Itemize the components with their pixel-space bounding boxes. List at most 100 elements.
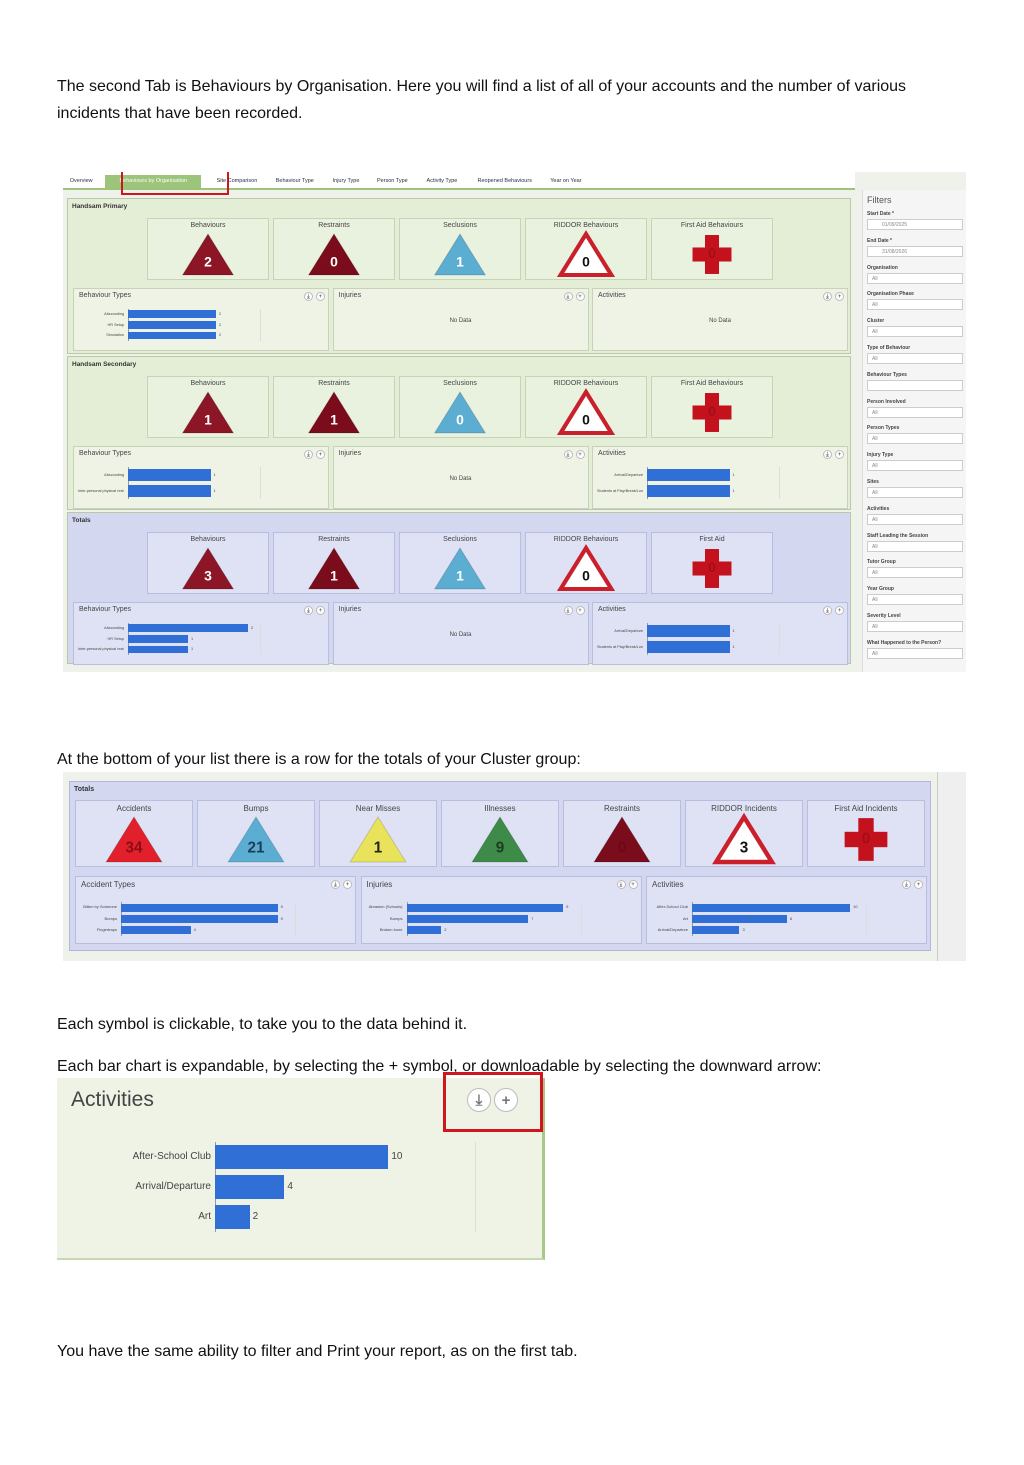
download-icon[interactable]: ⤓: [616, 880, 626, 889]
filter-input[interactable]: All: [867, 460, 963, 472]
tile[interactable]: Illnesses 9: [441, 800, 559, 867]
tile-value: 0: [582, 411, 590, 427]
download-icon[interactable]: ⤓: [823, 606, 832, 615]
filter-value: All: [872, 570, 878, 577]
tile[interactable]: Seclusions 0: [399, 376, 521, 438]
tile[interactable]: Behaviours 3: [147, 532, 269, 594]
tab[interactable]: Year on Year: [550, 178, 582, 184]
tile[interactable]: Restraints 0: [563, 800, 681, 867]
panel-title: Accident Types: [81, 880, 136, 889]
filter-label: Start Date *: [867, 211, 894, 217]
expand-icon[interactable]: +: [835, 450, 844, 459]
tile-value: 3: [204, 567, 212, 583]
tab[interactable]: Activity Type: [426, 178, 458, 184]
tile-label: Behaviours: [190, 380, 226, 387]
bar: [692, 914, 787, 924]
tile[interactable]: Seclusions 1: [399, 218, 521, 280]
tile[interactable]: Behaviours 1: [147, 376, 269, 438]
filter-input[interactable]: All: [867, 406, 963, 418]
filter-input[interactable]: All: [867, 594, 963, 606]
filter-input[interactable]: All: [867, 647, 963, 659]
filter-input[interactable]: [867, 379, 963, 391]
download-icon[interactable]: ⤓: [304, 450, 313, 459]
tab[interactable]: Reopened Behaviours: [477, 178, 532, 184]
download-icon[interactable]: ⤓: [304, 606, 313, 615]
tile[interactable]: Near Misses 1: [319, 800, 437, 867]
tile[interactable]: First Aid Behaviours 0: [651, 218, 773, 280]
tile-symbol: 1: [433, 233, 487, 276]
filter-input[interactable]: All: [867, 513, 963, 525]
cross: [844, 831, 888, 848]
download-icon[interactable]: ⤓: [902, 880, 911, 889]
filter-input[interactable]: All: [867, 299, 963, 311]
download-icon[interactable]: ⤓: [331, 880, 340, 889]
download-icon[interactable]: ⤓: [563, 606, 573, 615]
filter-input[interactable]: 31/08/2026: [867, 245, 963, 257]
tile[interactable]: Bumps 21: [197, 800, 315, 867]
bar-value: 9: [280, 915, 283, 921]
tile[interactable]: First Aid Incidents 0: [807, 800, 925, 867]
filter-input[interactable]: All: [867, 272, 963, 284]
tile[interactable]: RIDDOR Incidents 3: [685, 800, 803, 867]
expand-icon[interactable]: +: [914, 880, 923, 889]
triangle-outline: [556, 388, 616, 436]
bar-label: Bumps: [390, 916, 403, 921]
filter-input[interactable]: All: [867, 326, 963, 338]
filter-input[interactable]: All: [867, 353, 963, 364]
expand-icon[interactable]: +: [835, 606, 844, 615]
tile[interactable]: Accidents 34: [75, 800, 193, 867]
expand-icon[interactable]: +: [575, 292, 585, 301]
tile-value: 0: [708, 559, 716, 575]
bar: [647, 625, 730, 637]
tile[interactable]: Restraints 1: [273, 532, 395, 594]
bar-value: 1: [213, 488, 216, 493]
tile[interactable]: Behaviours 2: [147, 218, 269, 280]
expand-icon[interactable]: +: [835, 292, 844, 301]
chart-panel: Behaviour Types ⤓ + Absconding 1 Inter-person…: [73, 446, 329, 509]
tile-symbol: 21: [227, 816, 285, 863]
tile[interactable]: Seclusions 1: [399, 532, 521, 594]
tile[interactable]: Restraints 0: [273, 218, 395, 280]
filter-input[interactable]: All: [867, 567, 963, 579]
expand-icon[interactable]: +: [316, 292, 325, 301]
filter-input[interactable]: 01/09/2025: [867, 219, 963, 230]
tab[interactable]: Behaviours by Organisation: [105, 175, 202, 188]
tab[interactable]: Overview: [69, 178, 93, 184]
expand-icon[interactable]: +: [628, 880, 638, 889]
tile[interactable]: First Aid 0: [651, 532, 773, 594]
tile-symbol: 0: [556, 230, 616, 278]
section: Handsam Primary Behaviours 2 Restraints 0 Sec…: [67, 198, 851, 354]
tab[interactable]: Behaviour Type: [275, 178, 314, 184]
download-icon[interactable]: ⤓: [823, 292, 832, 301]
download-icon[interactable]: ⤓: [563, 292, 573, 301]
tab[interactable]: Site Comparison: [216, 178, 258, 184]
tile[interactable]: First Aid Behaviours 0: [651, 376, 773, 438]
download-icon[interactable]: ⤓: [563, 450, 573, 459]
chart-panel: Injuries ⤓ + Abrasion (Schools) 9 Bumps 7 Broke…: [360, 876, 642, 944]
expand-icon[interactable]: +: [575, 606, 585, 615]
tile[interactable]: Restraints 1: [273, 376, 395, 438]
expand-icon[interactable]: +: [343, 880, 352, 889]
filter-input[interactable]: All: [867, 487, 963, 498]
tile[interactable]: RIDDOR Behaviours 0: [525, 532, 647, 594]
bar: [121, 926, 191, 935]
expand-icon[interactable]: +: [494, 1088, 518, 1112]
bar: [647, 469, 730, 481]
download-icon[interactable]: ⤓: [467, 1088, 491, 1112]
filter-input[interactable]: All: [867, 621, 963, 632]
triangle: [181, 233, 235, 276]
tile[interactable]: RIDDOR Behaviours 0: [525, 376, 647, 438]
panel-title: Behaviour Types: [79, 606, 132, 613]
bar-label: Arrival/Departure: [135, 1181, 211, 1192]
filter-input[interactable]: All: [867, 433, 963, 445]
expand-icon[interactable]: +: [575, 450, 585, 459]
filter-input[interactable]: All: [867, 540, 963, 552]
tab[interactable]: Injury Type: [332, 178, 360, 184]
download-icon[interactable]: ⤓: [823, 450, 832, 459]
bar: [128, 635, 188, 643]
expand-icon[interactable]: +: [316, 606, 325, 615]
tab[interactable]: Person Type: [376, 178, 408, 184]
download-icon[interactable]: ⤓: [304, 292, 313, 301]
expand-icon[interactable]: +: [316, 450, 325, 459]
tile[interactable]: RIDDOR Behaviours 0: [525, 218, 647, 280]
